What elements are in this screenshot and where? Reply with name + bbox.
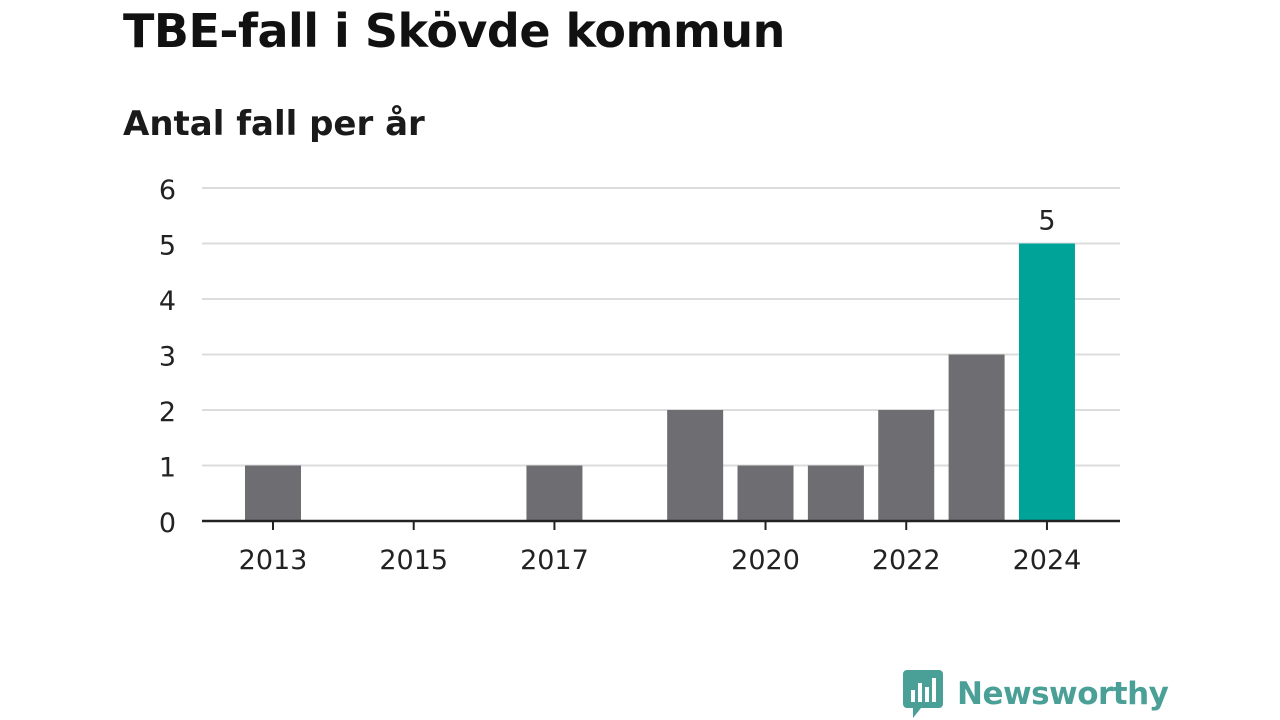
data-label-2024: 5 [1038, 206, 1055, 237]
x-tick-label: 2017 [520, 545, 589, 576]
y-tick-label: 3 [159, 342, 176, 373]
brand-name: Newsworthy [957, 676, 1169, 712]
y-tick-label: 0 [159, 508, 176, 539]
bar-2017 [526, 465, 583, 521]
bar-2013 [245, 465, 301, 521]
bar-2024 [1018, 243, 1075, 521]
bar-2022 [878, 410, 935, 521]
y-tick-label: 2 [159, 397, 176, 428]
bar-2021 [807, 465, 864, 521]
y-tick-label: 1 [159, 453, 176, 484]
chart-subtitle: Antal fall per år [123, 104, 425, 144]
newsworthy-logo: Newsworthy [903, 670, 1169, 718]
bar-2019 [667, 410, 724, 521]
y-tick-label: 5 [159, 231, 176, 262]
x-tick-label: 2020 [731, 545, 800, 576]
x-tick-label: 2022 [872, 545, 941, 576]
x-tick-label: 2024 [1013, 545, 1082, 576]
bar-2023 [948, 354, 1005, 521]
bar-2020 [737, 465, 794, 521]
y-tick-label: 4 [159, 286, 176, 317]
x-tick-label: 2015 [379, 545, 448, 576]
x-tick-label: 2013 [239, 545, 308, 576]
chart-title: TBE-fall i Skövde kommun [123, 4, 785, 58]
newsworthy-chat-bars-icon [903, 670, 943, 718]
y-tick-label: 6 [159, 175, 176, 206]
